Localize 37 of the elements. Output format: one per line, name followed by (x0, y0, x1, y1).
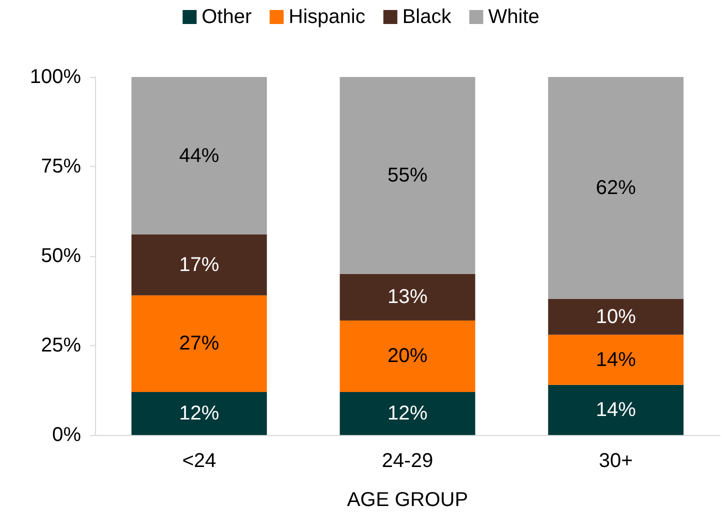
data-label: 12% (387, 402, 428, 425)
bar (548, 298, 684, 335)
x-tick-label: <24 (182, 450, 216, 472)
y-tick-label: 75% (40, 156, 82, 178)
data-label: 13% (387, 286, 428, 308)
data-label: 14% (596, 398, 636, 421)
data-label: 20% (387, 345, 428, 368)
data-label: 55% (387, 164, 428, 186)
bar (340, 392, 476, 435)
data-label: 44% (179, 144, 220, 167)
data-label: 27% (179, 332, 220, 355)
legend-label: Black (402, 6, 452, 28)
bar (548, 77, 684, 299)
bar (131, 295, 267, 392)
data-label: 62% (596, 176, 636, 199)
bar (131, 234, 267, 296)
bar (340, 274, 476, 320)
legend-label: White (488, 6, 540, 28)
y-tick-label: 25% (40, 334, 82, 356)
data-label: 12% (179, 402, 220, 425)
y-tick-label: 0% (52, 424, 82, 446)
y-tick-label: 100% (30, 66, 82, 88)
bar (131, 392, 267, 435)
legend-label: Other (202, 6, 252, 28)
x-axis-title: AGE GROUP (346, 489, 468, 511)
bar (548, 384, 684, 435)
data-label: 14% (596, 348, 636, 371)
bar (340, 320, 476, 392)
bar (131, 77, 267, 235)
x-tick-label: 24-29 (382, 450, 434, 472)
data-label: 17% (179, 254, 220, 276)
bar (548, 334, 684, 385)
data-label: 10% (596, 306, 636, 328)
legend-label: Hispanic (288, 6, 366, 28)
y-tick-label: 50% (40, 245, 82, 267)
x-tick-label: 30+ (598, 450, 633, 472)
bar (340, 77, 476, 274)
